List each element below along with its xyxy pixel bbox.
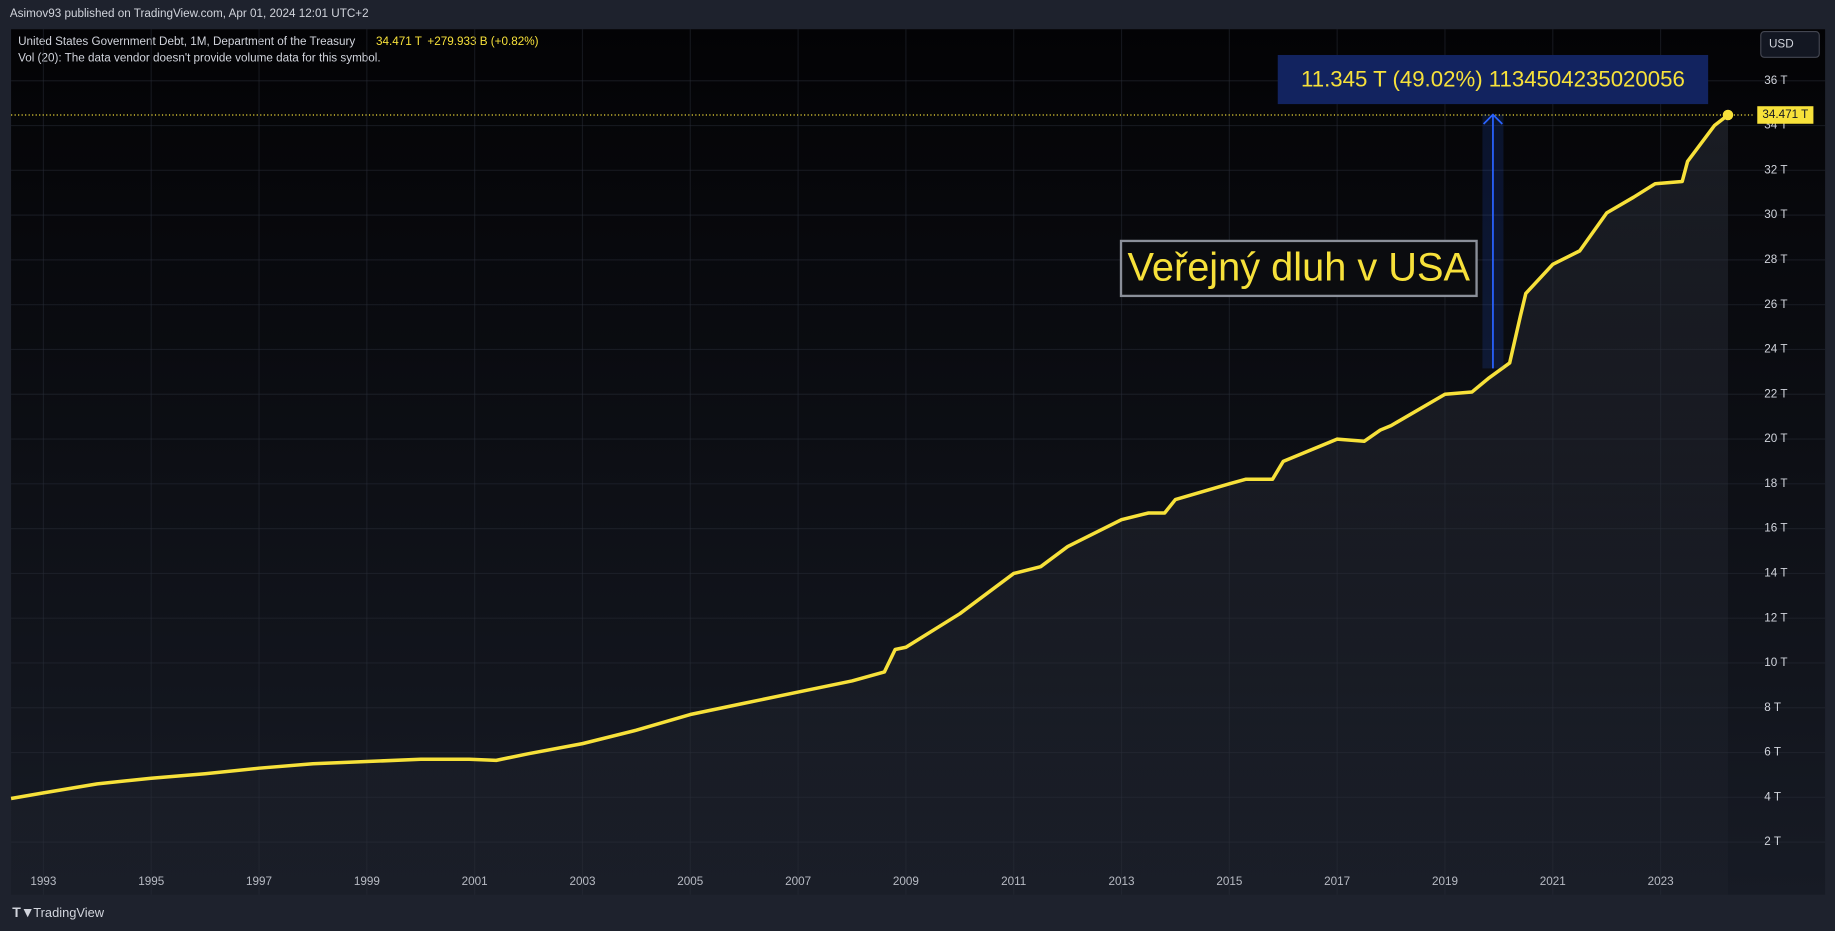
last-point (1722, 109, 1734, 121)
text-note: Veřejný dluh v USA (1128, 246, 1471, 290)
y-tick-label: 12 T (1764, 611, 1787, 624)
area (11, 114, 1729, 895)
last-value: 34.471 T (376, 35, 422, 48)
y-tick-label: 10 T (1764, 656, 1787, 669)
y-tick-label: 32 T (1764, 163, 1787, 176)
y-tick-label: 36 T (1764, 74, 1787, 87)
y-tick-label: 8 T (1764, 701, 1781, 714)
measure-arrow-head (1482, 113, 1503, 125)
publisher: Asimov93 published on TradingView.com, A… (10, 7, 369, 20)
y-tick-label: 22 T (1764, 387, 1787, 400)
measure-box (1277, 54, 1709, 105)
series-layer: 2 T 4 T 6 T 8 T 10 T 12 T 14 T 16 T 18 T 20 T 22 T… (10, 29, 1826, 895)
y-tick-label: 6 T (1764, 746, 1781, 759)
brand: TradingView (33, 905, 104, 920)
currency-button[interactable] (1760, 30, 1820, 58)
y-tick-label: 4 T (1764, 790, 1781, 803)
measure-label: 11.345 T (49.02%) 1134504235020056 (1301, 67, 1685, 92)
price-tag-label: 34.471 T (1762, 108, 1808, 121)
currency: USD (1769, 38, 1794, 51)
y-tick-label: 30 T (1764, 208, 1787, 221)
text-box (1119, 239, 1478, 298)
y-tick-label: 16 T (1764, 522, 1787, 535)
symbol: United States Government Debt, 1M, Depar… (18, 35, 355, 48)
y-tick-label: 20 T (1764, 432, 1787, 445)
logo: T▼ (12, 904, 34, 920)
y-tick-label: 18 T (1764, 477, 1787, 490)
y-tick-label: 28 T (1764, 253, 1787, 266)
change: +279.933 B (+0.82%) (427, 35, 538, 48)
y-tick-label: 2 T (1764, 835, 1781, 848)
line (10, 113, 1730, 801)
y-tick-label: 26 T (1764, 298, 1787, 311)
price-tag (1757, 106, 1814, 124)
y-tick-label: 24 T (1764, 343, 1787, 356)
y-tick-label: 14 T (1764, 566, 1787, 579)
volume-note: Vol (20): The data vendor doesn't provid… (18, 52, 381, 65)
